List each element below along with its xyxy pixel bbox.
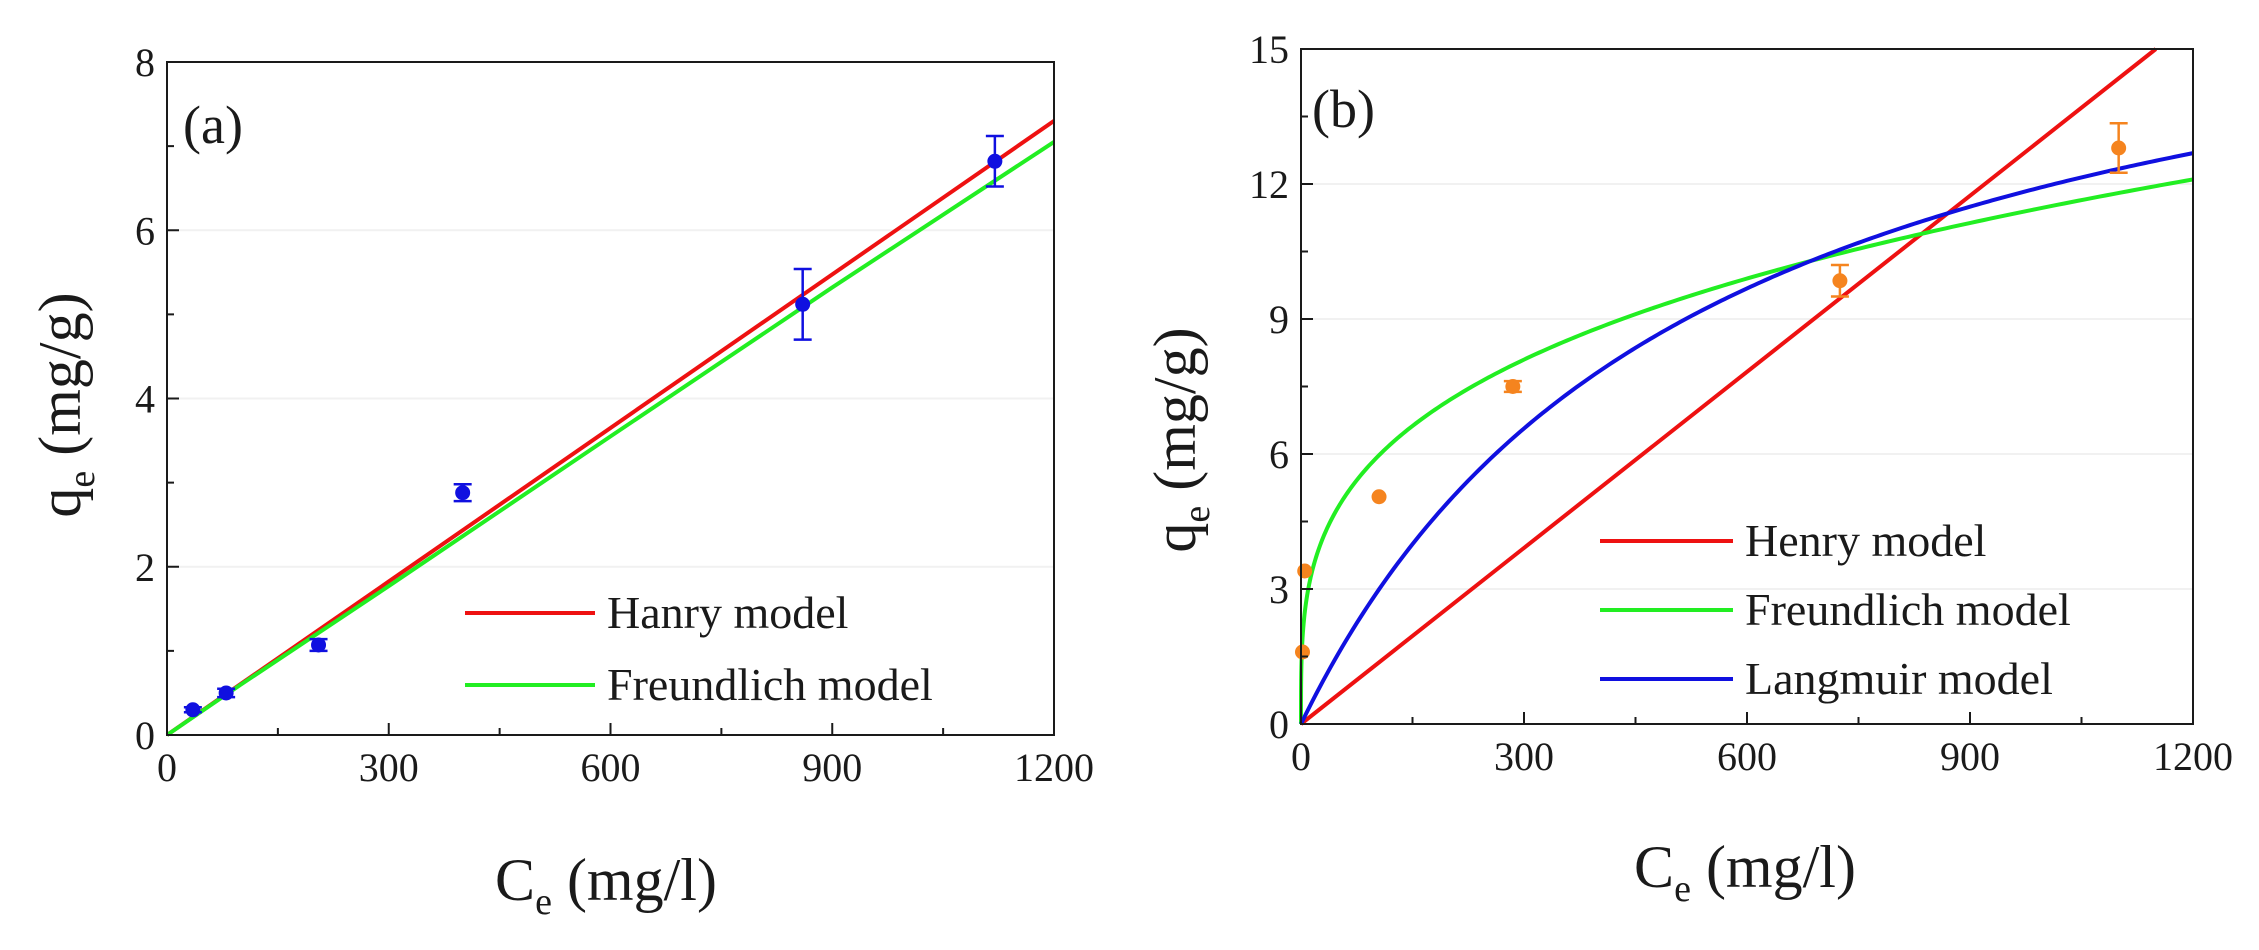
gridlines [1301, 183, 2193, 590]
data-point [795, 296, 811, 312]
y-tick-label: 9 [1269, 297, 1289, 342]
data-point [2111, 140, 2127, 156]
y-tick-label: 2 [135, 545, 155, 590]
x-axis-title: Ce (mg/l) [495, 847, 717, 923]
legend: Henry model Freundlich model Langmuir mode… [1600, 515, 2071, 704]
data-point [185, 702, 201, 718]
gridlines [167, 229, 1054, 568]
legend: Hanry model Freundlich model [465, 587, 933, 710]
legend-label: Langmuir model [1745, 653, 2053, 704]
series-line-freundlich-model [1299, 177, 2194, 725]
tick-labels: 0 300 600 900 1200 0 3 6 9 12 15 [1249, 27, 2233, 779]
panel-label: (a) [183, 95, 243, 155]
chart-panel-a: 0 300 600 900 1200 0 2 4 6 8 (a) Ce (mg/l) qe (mg… [27, 40, 1094, 923]
tick-labels: 0 300 600 900 1200 0 2 4 6 8 [135, 40, 1094, 790]
data-point [455, 485, 471, 501]
legend-label: Henry model [1745, 515, 1986, 566]
y-tick-label: 0 [1269, 702, 1289, 747]
data-point [1371, 489, 1387, 505]
legend-label: Freundlich model [607, 659, 933, 710]
x-tick-label: 300 [1494, 734, 1554, 779]
y-tick-label: 0 [135, 713, 155, 758]
x-tick-label: 300 [359, 745, 419, 790]
legend-label: Freundlich model [1745, 584, 2071, 635]
data-point [1505, 379, 1521, 394]
axis-ticks [1300, 48, 2194, 725]
x-axis-title: Ce (mg/l) [1634, 834, 1856, 910]
y-tick-label: 6 [1269, 432, 1289, 477]
data-points [183, 134, 1004, 718]
x-tick-label: 600 [581, 745, 641, 790]
y-tick-label: 12 [1249, 162, 1289, 207]
data-point [218, 685, 234, 701]
x-tick-label: 1200 [2153, 734, 2233, 779]
data-point [1832, 273, 1848, 289]
y-axis-title: qe (mg/g) [27, 292, 103, 517]
panel-label: (b) [1312, 79, 1375, 139]
x-tick-label: 900 [1940, 734, 2000, 779]
series-line-langmuir-model [1299, 151, 2194, 725]
legend-label: Hanry model [607, 587, 848, 638]
x-tick-label: 900 [802, 745, 862, 790]
data-point [311, 637, 327, 653]
series-line-henry-model [1299, 47, 2158, 726]
x-tick-label: 0 [157, 745, 177, 790]
y-tick-label: 3 [1269, 567, 1289, 612]
axis-ticks [166, 61, 1055, 736]
x-tick-label: 1200 [1014, 745, 1094, 790]
series-line-hanry-model [165, 119, 1056, 737]
y-tick-label: 15 [1249, 27, 1289, 72]
y-tick-label: 4 [135, 377, 155, 422]
data-point [987, 153, 1003, 169]
data-point [1297, 563, 1313, 579]
y-tick-label: 8 [135, 40, 155, 85]
x-tick-label: 600 [1717, 734, 1777, 779]
y-axis-title: qe (mg/g) [1142, 327, 1218, 552]
x-tick-label: 0 [1291, 734, 1311, 779]
y-tick-label: 6 [135, 208, 155, 253]
model-curves [1299, 47, 2194, 726]
chart-panel-b: 0 300 600 900 1200 0 3 6 9 12 15 (b) Ce (mg/l) qe … [1142, 27, 2233, 910]
